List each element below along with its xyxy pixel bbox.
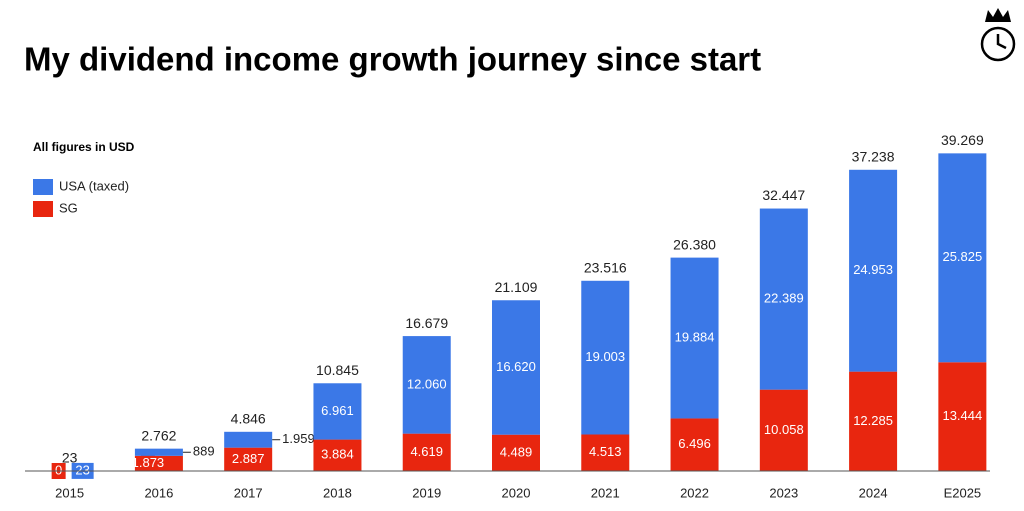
value-label-box [140, 455, 155, 472]
value-label: 2.887 [232, 451, 265, 466]
bar-segment [670, 418, 719, 471]
value-label: 23 [75, 462, 89, 477]
value-label: 22.389 [764, 291, 804, 306]
bar-segment [313, 383, 362, 440]
x-tick-label: 2018 [323, 485, 352, 500]
bar-segment [492, 300, 540, 435]
x-tick-label: 2020 [502, 485, 531, 500]
value-label: 19.003 [585, 349, 625, 364]
value-label: 16.620 [496, 359, 536, 374]
value-label: 12.060 [407, 376, 447, 391]
total-label: 21.109 [495, 279, 538, 295]
subtitle: All figures in USD [33, 140, 135, 154]
value-label: 0 [55, 462, 62, 477]
value-label: 889 [193, 444, 215, 459]
x-tick-label: 2019 [412, 485, 441, 500]
total-label: 37.238 [852, 148, 895, 164]
bar-segment [938, 362, 987, 471]
bar-segment [581, 280, 630, 435]
value-label: 24.953 [853, 262, 893, 277]
value-label: 10.058 [764, 422, 804, 437]
total-label: 16.679 [405, 315, 448, 331]
x-tick-label: 2017 [234, 485, 263, 500]
logo [980, 8, 1016, 62]
chart-title: My dividend income growth journey since … [24, 41, 761, 78]
x-tick-label: 2016 [144, 485, 173, 500]
value-label: 12.285 [853, 413, 893, 428]
bar-segment [402, 433, 451, 471]
total-label: 23 [62, 450, 78, 466]
bar-segment [492, 434, 540, 471]
value-label: 6.496 [678, 436, 711, 451]
bar-segment [670, 257, 719, 419]
bar-segment [581, 434, 630, 471]
value-label: 25.825 [942, 249, 982, 264]
bar-segment [849, 169, 898, 372]
bar-segment [849, 371, 898, 471]
legend-label: SG [59, 200, 78, 215]
legend-label: USA (taxed) [59, 178, 129, 193]
x-tick-label: 2023 [769, 485, 798, 500]
total-label: 2.762 [141, 427, 176, 443]
x-tick-label: 2021 [591, 485, 620, 500]
value-label: 3.884 [321, 447, 354, 462]
total-label: 26.380 [673, 236, 716, 252]
value-label: 4.489 [500, 444, 533, 459]
value-label: 19.884 [675, 329, 715, 344]
total-label: 10.845 [316, 362, 359, 378]
bar-segment [938, 153, 987, 363]
value-label: 1.873 [132, 455, 165, 470]
bar-segment [134, 448, 183, 456]
total-label: 39.269 [941, 132, 984, 148]
x-tick-label: 2022 [680, 485, 709, 500]
value-label: 4.619 [410, 444, 443, 459]
value-label: 4.513 [589, 444, 622, 459]
value-label: 1.959 [282, 431, 315, 446]
total-label: 23.516 [584, 259, 627, 275]
bar-segment [759, 208, 808, 390]
x-tick-label: E2025 [944, 485, 982, 500]
legend-swatch [33, 201, 53, 217]
bar-segment [224, 447, 273, 471]
total-label: 32.447 [762, 187, 805, 203]
total-label: 4.846 [231, 411, 266, 427]
bar-segment [313, 439, 362, 471]
value-label: 13.444 [942, 408, 982, 423]
bar-segment [224, 431, 273, 448]
bar-segment [402, 336, 451, 434]
x-tick-label: 2015 [55, 485, 84, 500]
legend-swatch [33, 179, 53, 195]
bar-segment [759, 389, 808, 471]
value-label: 6.961 [321, 403, 354, 418]
x-tick-label: 2024 [859, 485, 888, 500]
